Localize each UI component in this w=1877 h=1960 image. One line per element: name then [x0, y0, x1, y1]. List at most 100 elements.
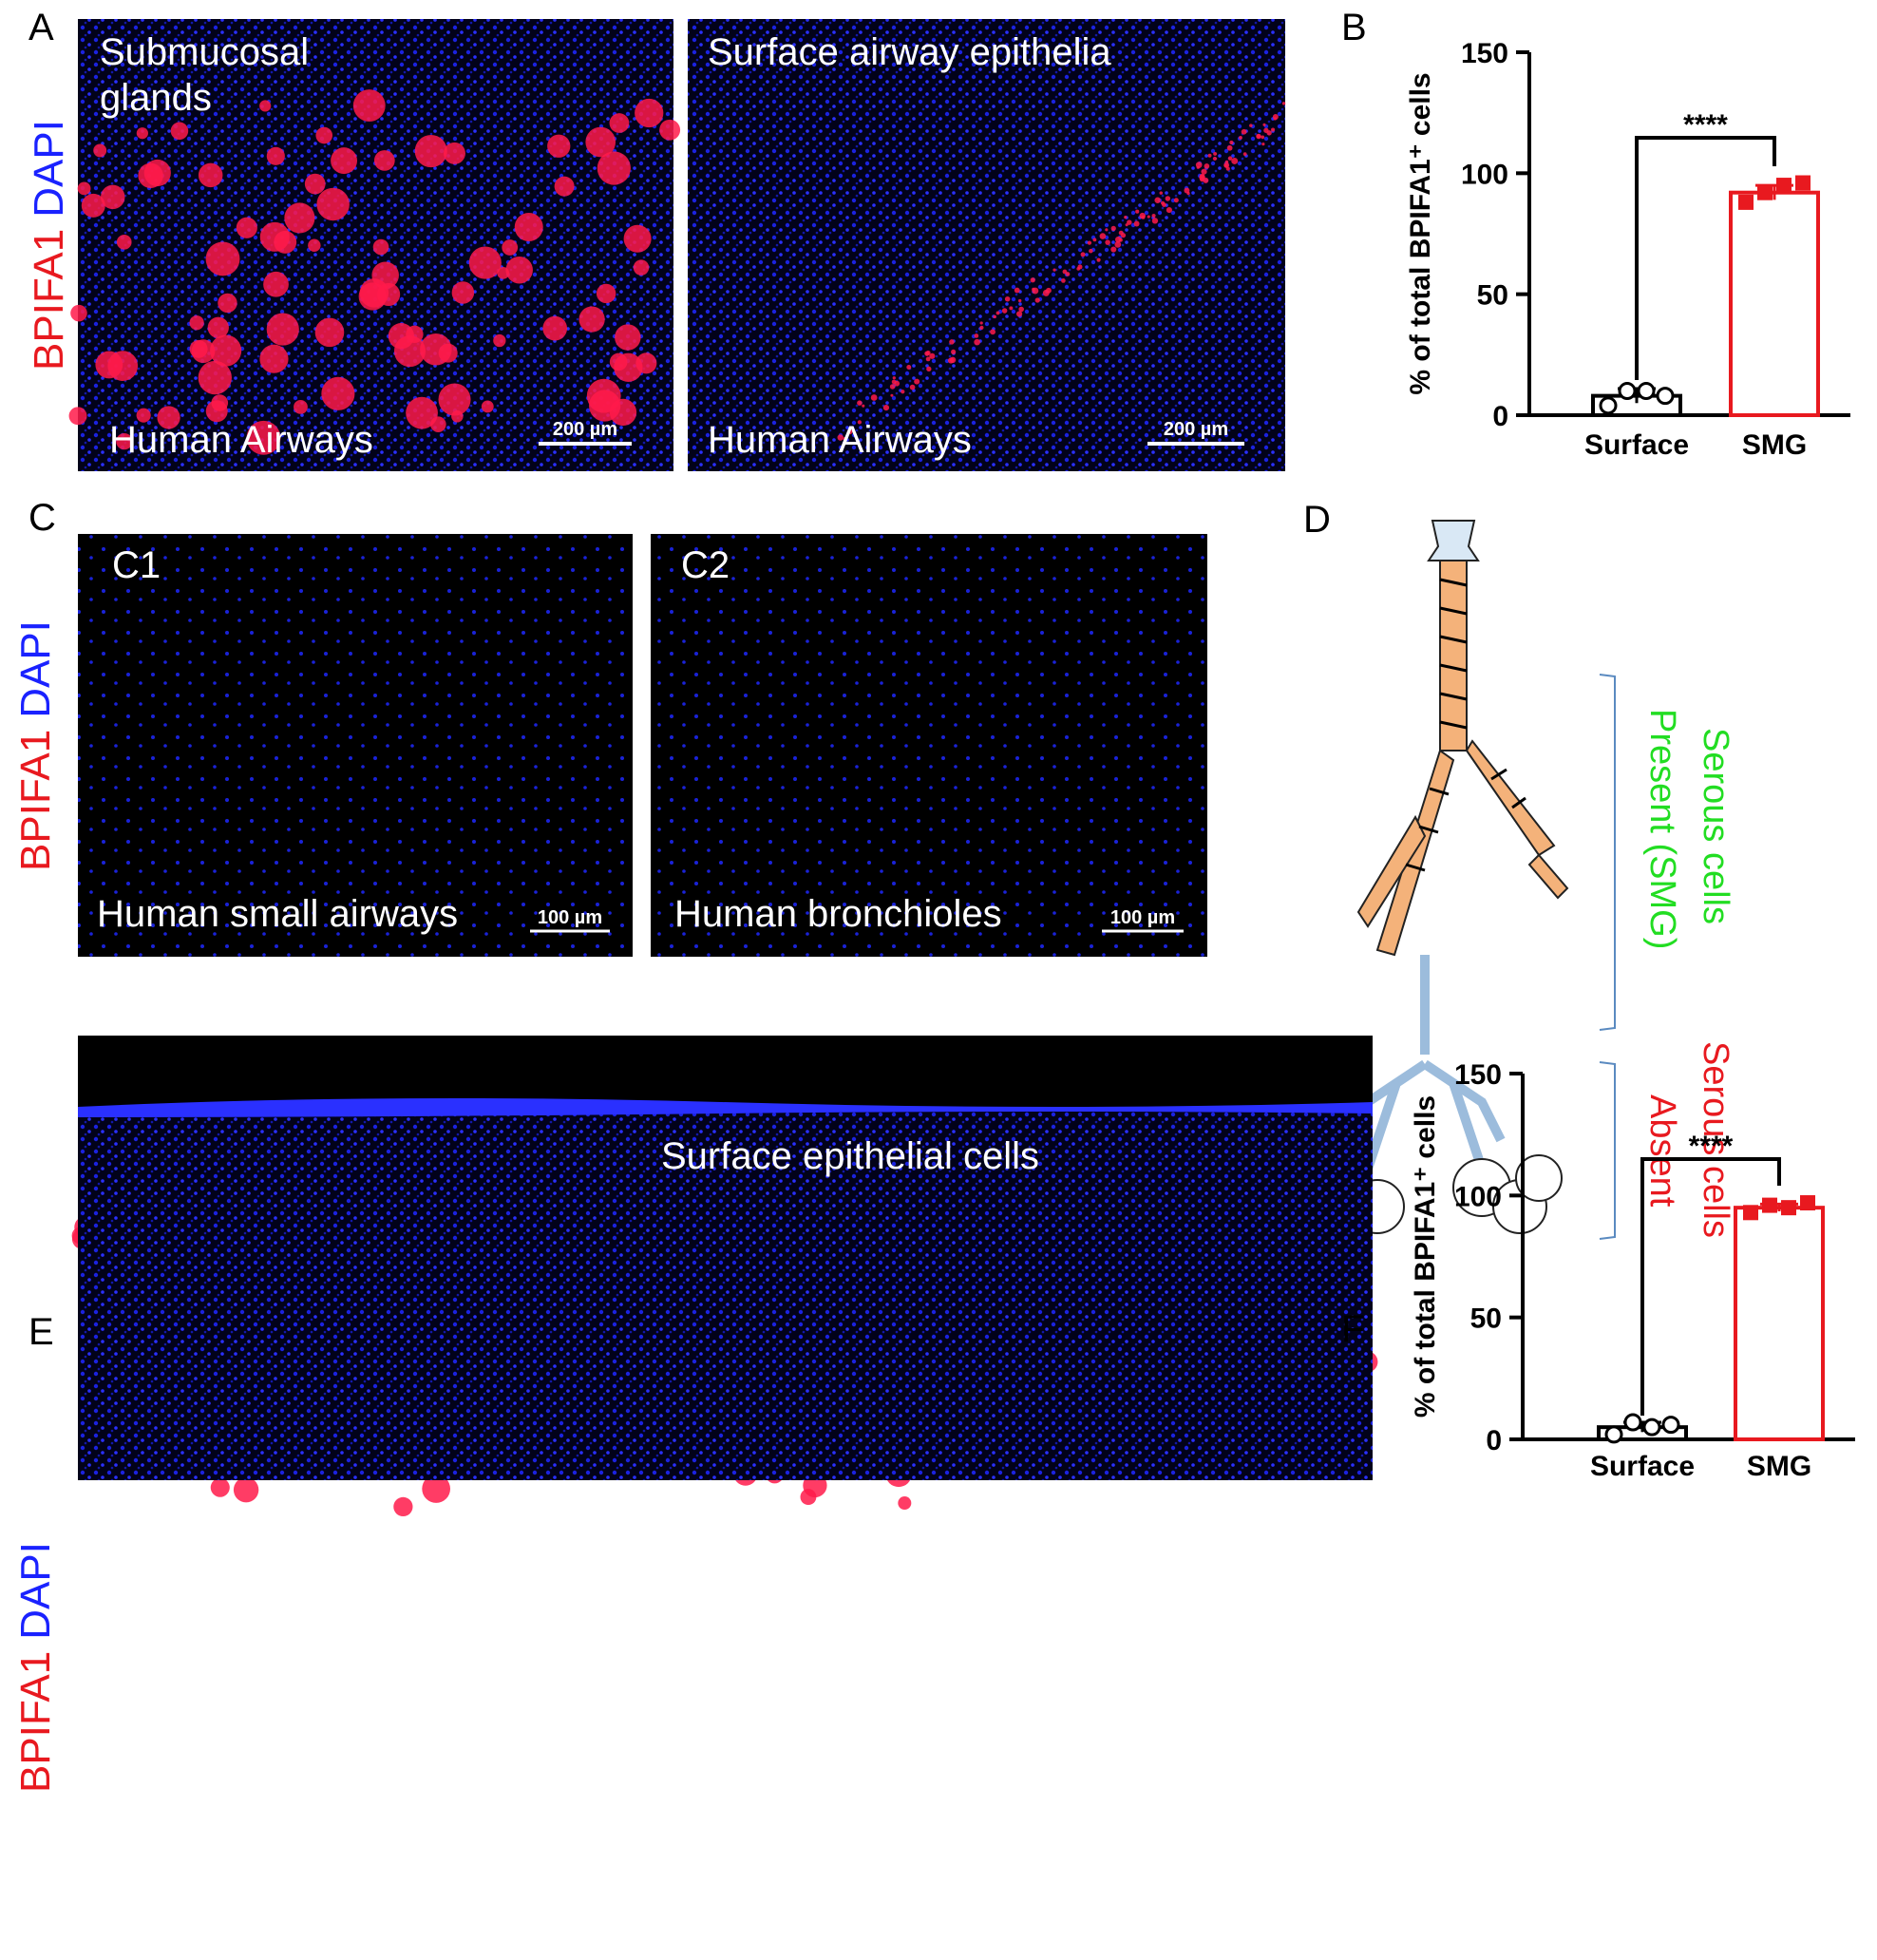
stain-spot: [274, 230, 297, 254]
stain-spot: [1239, 135, 1242, 140]
stain-spot: [974, 338, 980, 346]
stain-spot: [1231, 157, 1239, 164]
stain-spot: [93, 143, 107, 158]
stain-spot: [266, 146, 285, 165]
stain-spot: [107, 351, 139, 382]
image-footer: Pig Tracheal Section: [114, 1874, 463, 1916]
image-footer: Human small airways: [97, 893, 458, 935]
stain-spot: [497, 266, 510, 279]
stain-spot: [331, 147, 358, 175]
stain-spot: [659, 119, 681, 141]
micrograph: [688, 19, 1285, 471]
stain-spot: [136, 127, 148, 140]
stain-spot: [406, 396, 438, 429]
stain-spot: [236, 217, 257, 238]
stain-spot: [422, 1475, 451, 1503]
image-title: C1: [112, 544, 161, 586]
scale-text: 200 µm: [553, 419, 617, 440]
stain-spot: [914, 378, 920, 385]
stain-spot: [870, 394, 878, 401]
stain-label: BPIFA1 DAPI: [12, 620, 59, 871]
stain-spot: [406, 325, 424, 344]
image-label: Submucosal glands: [746, 1815, 1077, 1856]
stain-spot: [210, 1477, 230, 1497]
stain-red: BPIFA1: [12, 730, 59, 871]
stain-spot: [77, 181, 91, 196]
stain-spot: [1165, 196, 1171, 201]
stain-spot: [1001, 308, 1008, 314]
data-point: [1781, 1200, 1796, 1216]
stain-spot: [609, 113, 630, 133]
stain-spot: [189, 339, 208, 358]
stain-spot: [70, 304, 87, 322]
stain-spot: [170, 122, 189, 141]
image-title: glands: [100, 77, 212, 119]
stain-spot: [1032, 287, 1035, 292]
image-label: Surface epithelial cells: [661, 1135, 1039, 1177]
data-point: [1599, 396, 1618, 415]
larynx: [1427, 520, 1480, 561]
stain-spot: [623, 224, 652, 253]
data-point: [1738, 194, 1754, 210]
panel-label: C: [28, 497, 56, 539]
significance-bracket: [1635, 136, 1776, 380]
data-point: [1762, 1197, 1777, 1213]
stain-spot: [1186, 191, 1190, 196]
stain-spot: [352, 89, 386, 123]
stain-spot: [1223, 163, 1228, 168]
stain-spot: [1225, 166, 1230, 171]
stain-spot: [451, 281, 475, 304]
panel-label: B: [1341, 7, 1367, 48]
stain-spot: [633, 259, 650, 276]
stain-spot: [1262, 123, 1266, 126]
stain-spot: [1114, 236, 1122, 243]
bronchus: [1527, 853, 1569, 900]
stain-spot: [1018, 306, 1024, 313]
stain-spot: [929, 352, 936, 359]
stain-spot: [210, 334, 242, 367]
stain-spot: [1261, 142, 1265, 146]
stain-spot: [284, 202, 315, 234]
stain-spot: [1212, 156, 1218, 162]
y-tick-label: 100: [1461, 159, 1508, 190]
stain-spot: [1087, 240, 1092, 245]
stain-spot: [1089, 248, 1093, 254]
epithelium: [78, 1098, 1373, 1117]
stain-spot: [218, 293, 237, 314]
stain-spot: [585, 126, 616, 158]
trachea: [1439, 560, 1468, 752]
stain-spot: [304, 173, 326, 195]
stain-spot: [189, 315, 204, 331]
serous-absent: Absent: [1642, 1094, 1682, 1208]
y-tick-label: 50: [1470, 1303, 1502, 1335]
stain-spot: [372, 238, 389, 256]
y-tick-label: 100: [1454, 1181, 1502, 1212]
stain-spot: [1207, 153, 1212, 158]
stain-spot: [615, 324, 641, 351]
data-point: [1637, 382, 1656, 401]
stain-spot: [430, 416, 446, 432]
stain-spot: [420, 333, 452, 366]
panel-label: E: [28, 1311, 54, 1353]
image-footer: Human Airways: [109, 419, 373, 461]
stain-blue: DAPI: [12, 620, 59, 718]
stain-spot: [358, 282, 387, 311]
rings: [1405, 578, 1526, 872]
scale-text: 200 µm: [1164, 419, 1228, 440]
stain-spot: [259, 100, 272, 112]
micrograph: [78, 534, 633, 957]
y-tick-label: 0: [1486, 1425, 1502, 1456]
stain-spot: [205, 241, 240, 276]
stain-spot: [993, 314, 996, 319]
serous-absent: Serous cells: [1696, 1041, 1735, 1238]
stain-spot: [1042, 289, 1050, 296]
stain-spot: [1204, 162, 1210, 169]
stain-label: BPIFA1 DAPI: [26, 120, 72, 371]
stain-spot: [891, 379, 897, 385]
stain-spot: [315, 126, 333, 144]
stain-spot: [857, 420, 863, 425]
stain-spot: [542, 315, 568, 341]
stain-spot: [906, 365, 912, 370]
stain-spot: [294, 399, 308, 414]
